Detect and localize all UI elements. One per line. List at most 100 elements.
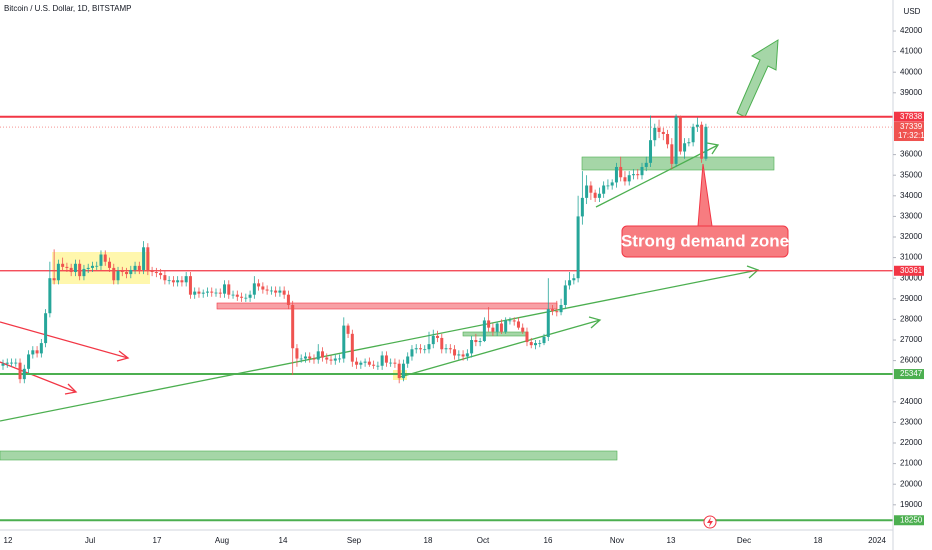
candle-body: [22, 368, 26, 380]
candle-body: [44, 313, 48, 344]
level-label: 25347: [900, 369, 923, 378]
x-tick-label: 18: [424, 536, 433, 545]
candle-body: [282, 290, 286, 295]
candle-body: [606, 185, 610, 187]
candle-body: [201, 292, 205, 294]
candle-body: [269, 290, 273, 292]
candle-body: [312, 358, 316, 360]
candle-body: [563, 285, 567, 305]
x-tick-label: 13: [667, 536, 676, 545]
candle-body: [580, 197, 584, 217]
candle-body: [342, 325, 346, 359]
candle-body: [278, 290, 282, 293]
y-tick-label: 34000: [900, 191, 923, 200]
candle-body: [329, 359, 333, 361]
candle-body: [691, 126, 695, 143]
candle-body: [482, 320, 486, 342]
y-tick-label: 22000: [900, 438, 923, 447]
candle-body: [602, 185, 606, 194]
candle-body: [593, 192, 597, 198]
x-tick-label: Nov: [610, 536, 624, 545]
y-tick-label: 35000: [900, 170, 923, 179]
candle-body: [649, 140, 653, 163]
candle-body: [193, 291, 197, 295]
y-tick-label: 26000: [900, 356, 923, 365]
candle-body: [265, 289, 269, 291]
candle-body: [205, 291, 209, 293]
level-label: 30361: [900, 266, 923, 275]
candle-body: [670, 144, 674, 164]
level-tag: [894, 265, 924, 276]
trend-line: [399, 319, 601, 378]
candle-body: [103, 254, 107, 262]
trend-line: [0, 269, 759, 422]
candle-body: [393, 362, 397, 364]
candle-body: [410, 349, 414, 357]
countdown-label: 17:32:13: [898, 131, 930, 140]
candle-body: [614, 166, 618, 183]
last-price-tag: [894, 122, 924, 142]
y-tick-label: 29000: [900, 294, 923, 303]
arrow-head: [116, 350, 130, 362]
candle-body: [180, 280, 184, 283]
candle-body: [704, 126, 708, 159]
candle-body: [125, 272, 129, 275]
candle-body: [470, 340, 474, 354]
candle-body: [188, 276, 192, 295]
candle-body: [248, 294, 252, 298]
y-tick-label: 28000: [900, 315, 923, 324]
candle-body: [95, 265, 99, 267]
candle-body: [427, 344, 431, 350]
candle-body: [585, 185, 589, 198]
candle-body: [367, 361, 371, 365]
y-tick-label: 32000: [900, 232, 923, 241]
candle-body: [687, 142, 691, 144]
y-tick-label: 21000: [900, 459, 923, 468]
candle-body: [380, 355, 384, 366]
candle-body: [120, 270, 124, 273]
candle-body: [350, 333, 354, 362]
candle-body: [291, 304, 295, 349]
candle-body: [666, 134, 670, 145]
candle-body: [440, 337, 444, 350]
candle-body: [542, 336, 546, 344]
candle-body: [167, 280, 171, 282]
candle-body: [610, 182, 614, 186]
candle-body: [5, 362, 9, 364]
candle-body: [431, 335, 435, 345]
candle-body: [487, 320, 491, 328]
candle-body: [18, 362, 22, 380]
y-tick-label: 39000: [900, 88, 923, 97]
x-tick-label: 16: [544, 536, 553, 545]
candle-body: [674, 116, 678, 164]
candle-body: [10, 362, 14, 364]
trend-line: [0, 361, 77, 393]
candle-body: [82, 268, 86, 277]
candle-body: [423, 349, 427, 351]
y-tick-label: 40000: [900, 67, 923, 76]
candle-body: [546, 309, 550, 337]
candle-body: [316, 351, 320, 360]
candle-body: [499, 323, 503, 332]
candle-body: [512, 320, 516, 322]
candle-body: [1, 363, 5, 366]
candle-body: [653, 127, 657, 141]
candle-body: [534, 343, 537, 346]
candle-body: [525, 331, 529, 343]
candle-body: [252, 283, 256, 295]
candle-body: [129, 269, 133, 275]
x-tick-label: Jul: [85, 536, 95, 545]
candle-body: [154, 272, 158, 274]
candle-body: [389, 362, 393, 364]
candle-body: [65, 266, 69, 268]
y-tick-label: 31000: [900, 253, 923, 262]
candles: [1, 114, 708, 384]
x-tick-label: 12: [4, 536, 13, 545]
level-label: 37838: [900, 112, 923, 121]
candle-body: [112, 267, 116, 281]
candle-body: [551, 309, 555, 312]
chart-title: Bitcoin / U.S. Dollar, 1D, BITSTAMP: [4, 4, 131, 13]
candle-body: [465, 353, 469, 357]
target-arrow: [736, 39, 779, 118]
candle-body: [116, 270, 120, 281]
